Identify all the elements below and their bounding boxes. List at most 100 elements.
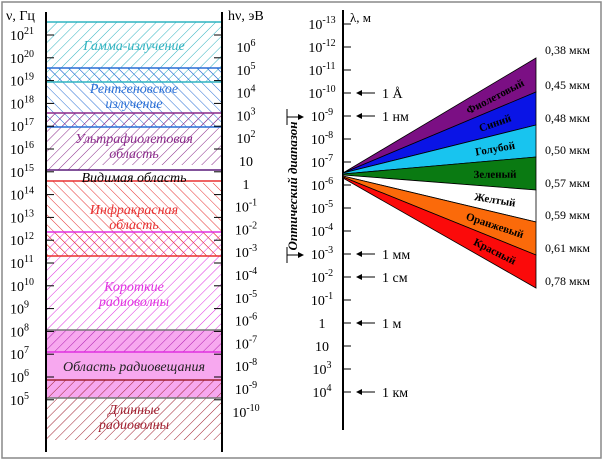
arrow-left-icon [356, 320, 362, 326]
wavelength-tick-label: 10-5 [311, 199, 333, 217]
energy-tick-label: 10-4 [235, 266, 257, 284]
frequency-tick-label: 1021 [10, 26, 34, 44]
wavelength-tick-label: 10-8 [311, 130, 333, 148]
energy-tick-label: 10-7 [235, 334, 257, 352]
wavelength-tick-label: 10-4 [311, 222, 333, 240]
wavelength-tick-label: 10-10 [308, 84, 335, 102]
wavelength-tick-label: 10-3 [311, 245, 333, 263]
band-label: Длинные [106, 403, 160, 418]
frequency-tick-label: 108 [10, 322, 29, 340]
marker-label: 1 км [382, 386, 408, 401]
wavelength-tick-label: 10-12 [308, 38, 335, 56]
energy-tick-label: 103 [237, 106, 256, 124]
band-label: Рентгеновское [89, 82, 178, 97]
band-label: Короткие [103, 280, 164, 295]
frequency-tick-label: 1019 [10, 72, 34, 90]
energy-tick-label: 10-10 [232, 403, 259, 421]
energy-tick-label: 10-8 [235, 357, 257, 375]
energy-tick-label: 104 [237, 84, 256, 102]
wavelength-tick-label: 104 [313, 383, 332, 401]
wavelength-boundary-label: 0,59 мкм [545, 208, 590, 222]
band-label: Гамма-излучение [82, 39, 184, 54]
band-hatch [46, 398, 222, 440]
marker-label: 1 м [382, 317, 402, 332]
color-band [342, 176, 537, 289]
marker-label: 1 нм [382, 110, 409, 125]
energy-tick-label: 105 [237, 61, 256, 79]
wavelength-tick-label: 10-11 [309, 61, 336, 79]
band-label: радиоволны [98, 295, 169, 310]
wavelength-boundary-label: 0,38 мкм [545, 43, 590, 57]
frequency-tick-label: 1010 [10, 277, 34, 295]
wavelength-tick-label: 10-1 [311, 291, 333, 309]
energy-tick-label: 10-1 [235, 198, 257, 216]
wavelength-boundary-label: 0,57 мкм [545, 176, 590, 190]
overlap-hatch [46, 232, 222, 256]
arrow-right-icon [298, 252, 304, 258]
energy-tick-label: 10-3 [235, 243, 257, 261]
band-label: радиоволны [98, 418, 169, 433]
energy-tick-label: 102 [237, 129, 256, 147]
marker-label: 1 см [382, 271, 408, 286]
frequency-tick-label: 1011 [10, 254, 34, 272]
wavelength-tick-label: 10 [315, 340, 329, 355]
arrow-right-icon [298, 114, 304, 120]
arrow-left-icon [356, 389, 362, 395]
energy-tick-label: 10 [239, 155, 253, 170]
wavelength-tick-label: 10-13 [308, 15, 335, 33]
energy-tick-label: 1 [243, 178, 250, 193]
wavelength-boundary-label: 0,45 мкм [545, 78, 590, 92]
band-label: Ультрафиолетовая [75, 132, 193, 147]
wavelength-tick-label: 10-7 [311, 153, 333, 171]
frequency-axis-label: ν, Гц [6, 9, 35, 24]
energy-tick-label: 10-9 [235, 380, 257, 398]
energy-tick-label: 10-6 [235, 312, 257, 330]
broadcast-band-fill [46, 352, 222, 380]
band-label: область [109, 147, 158, 162]
energy-tick-label: 106 [237, 38, 256, 56]
wavelength-tick-label: 10-9 [311, 107, 333, 125]
frequency-tick-label: 105 [10, 391, 29, 409]
wavelength-boundary-label: 0,50 мкм [545, 143, 590, 157]
band-label: Область радиовещания [63, 360, 205, 375]
band-label: излучение [105, 97, 162, 112]
overlap-hatch [46, 113, 222, 127]
arrow-left-icon [356, 274, 362, 280]
wavelength-boundary-label: 0,48 мкм [545, 111, 590, 125]
arrow-left-icon [356, 251, 362, 257]
frequency-tick-label: 1020 [10, 49, 34, 67]
marker-label: 1 Å [382, 86, 404, 102]
marker-label: 1 мм [382, 248, 410, 263]
arrow-left-icon [356, 113, 362, 119]
wavelength-tick-label: 10-6 [311, 176, 333, 194]
wavelength-boundary-label: 0,78 мкм [545, 274, 590, 288]
wavelength-tick-label: 10-2 [311, 268, 333, 286]
arrow-left-icon [356, 90, 362, 96]
band-label: Инфракрасная [89, 203, 178, 218]
frequency-tick-label: 1018 [10, 94, 34, 112]
energy-tick-label: 10-5 [235, 289, 257, 307]
optical-range-label: Оптический диапазон [285, 122, 300, 251]
frequency-tick-label: 107 [10, 345, 29, 363]
color-band-label: Зеленый [473, 169, 517, 181]
band-label: область [109, 218, 158, 233]
frequency-tick-label: 1016 [10, 140, 34, 158]
energy-tick-label: 10-2 [235, 220, 257, 238]
band-hatch [46, 330, 222, 352]
frequency-tick-label: 1015 [10, 163, 34, 181]
frequency-tick-label: 1014 [10, 186, 34, 204]
band-hatch [46, 380, 222, 398]
band-label: Видимая область [81, 171, 186, 186]
frequency-tick-label: 1012 [10, 231, 34, 249]
overlap-hatch [46, 68, 222, 82]
frequency-tick-label: 106 [10, 368, 29, 386]
wavelength-tick-label: 103 [313, 360, 332, 378]
wavelength-tick-label: 1 [319, 317, 326, 332]
wavelength-boundary-label: 0,61 мкм [545, 241, 590, 255]
frequency-tick-label: 1017 [10, 117, 34, 135]
frequency-tick-label: 1013 [10, 208, 34, 226]
wavelength-axis-label: λ, м [350, 10, 371, 25]
